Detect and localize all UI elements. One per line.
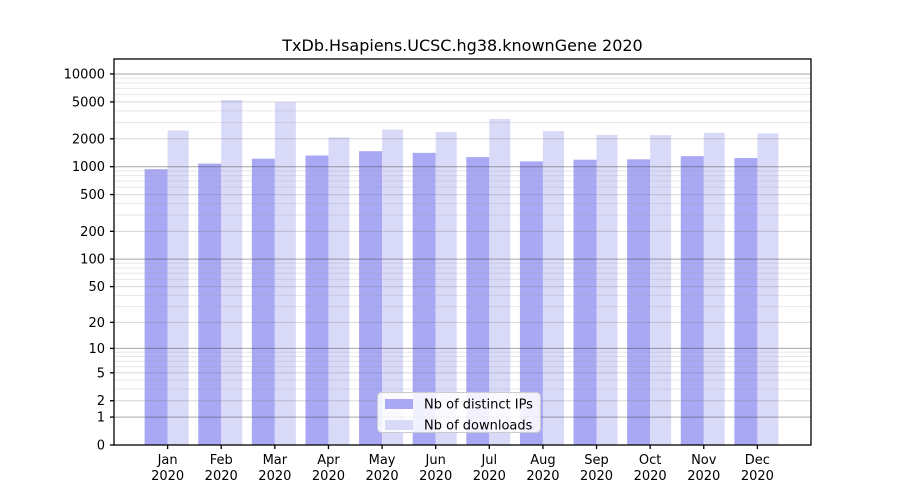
y-tick-label: 500 — [80, 188, 105, 203]
bar-distinct-ips-jul — [466, 157, 490, 445]
x-tick-label-month: Feb — [210, 453, 233, 468]
bar-downloads-may — [382, 129, 404, 446]
legend-swatch — [385, 399, 413, 409]
bar-downloads-dec — [757, 133, 779, 445]
legend-label: Nb of downloads — [424, 419, 533, 434]
bar-distinct-ips-nov — [680, 156, 704, 445]
y-tick-label: 5 — [97, 366, 105, 381]
x-tick-label-year: 2020 — [312, 469, 345, 484]
bar-downloads-jun — [435, 132, 457, 445]
x-tick-label-month: Sep — [584, 453, 609, 468]
bar-downloads-aug — [542, 131, 564, 446]
bar-distinct-ips-oct — [627, 159, 651, 446]
y-tick-label: 2000 — [72, 132, 105, 147]
legend: Nb of distinct IPs Nb of downloads — [377, 392, 541, 434]
bar-distinct-ips-jun — [412, 152, 436, 446]
x-tick-label-month: Dec — [745, 453, 770, 468]
y-tick-label: 50 — [88, 280, 105, 295]
bar-distinct-ips-sep — [573, 159, 597, 445]
bar-downloads-mar — [274, 102, 296, 446]
legend-swatch — [385, 420, 413, 430]
x-tick-label-year: 2020 — [151, 469, 184, 484]
x-tick-label-year: 2020 — [205, 469, 238, 484]
bar-distinct-ips-apr — [305, 155, 329, 446]
bar-downloads-jan — [167, 130, 189, 445]
x-tick-label-year: 2020 — [634, 469, 667, 484]
y-tick-label: 10000 — [64, 67, 105, 82]
bar-downloads-jul — [489, 118, 511, 445]
x-tick-label-month: Aug — [530, 453, 555, 468]
x-tick-label-year: 2020 — [258, 469, 291, 484]
x-tick-label-year: 2020 — [526, 469, 559, 484]
bar-distinct-ips-feb — [198, 163, 222, 445]
x-tick-label-year: 2020 — [580, 469, 613, 484]
bar-distinct-ips-jan — [144, 169, 168, 445]
x-tick-label-month: Jun — [425, 453, 446, 468]
y-tick-label: 100 — [80, 253, 105, 268]
x-tick-label-year: 2020 — [741, 469, 774, 484]
x-tick-label-month: Mar — [263, 453, 288, 468]
plot-frame — [113, 58, 812, 446]
chart-title: TxDb.Hsapiens.UCSC.hg38.knownGene 2020 — [282, 36, 643, 55]
x-tick-label-month: Jul — [480, 453, 497, 468]
legend-label: Nb of distinct IPs — [424, 398, 533, 413]
y-tick-label: 2 — [97, 394, 105, 409]
x-tick-label-month: May — [369, 453, 396, 468]
bar-downloads-apr — [328, 137, 350, 445]
y-tick-label: 1000 — [72, 160, 105, 175]
bars-layer — [144, 100, 779, 446]
x-tick-label-year: 2020 — [687, 469, 720, 484]
bar-distinct-ips-dec — [734, 158, 758, 446]
x-tick-label-year: 2020 — [366, 469, 399, 484]
x-tick-label-year: 2020 — [419, 469, 452, 484]
legend-box — [377, 392, 541, 433]
y-tick-label: 200 — [80, 225, 105, 240]
x-tick-label-month: Oct — [639, 453, 661, 468]
x-tick-label-month: Jan — [157, 453, 178, 468]
axes-layer: 012510205010020050010002000500010000Jan2… — [64, 58, 812, 484]
bar-downloads-sep — [596, 134, 618, 445]
bar-downloads-nov — [703, 132, 725, 446]
bar-downloads-feb — [221, 100, 243, 445]
bar-distinct-ips-aug — [519, 161, 543, 445]
bar-downloads-oct — [650, 135, 672, 446]
bar-distinct-ips-may — [359, 151, 383, 445]
gridlines-layer — [114, 73, 811, 418]
x-tick-label-month: Apr — [317, 453, 340, 468]
y-tick-label: 10 — [88, 342, 105, 357]
y-tick-label: 0 — [97, 439, 105, 454]
y-tick-label: 1 — [97, 411, 105, 426]
y-tick-label: 5000 — [72, 95, 105, 110]
bar-distinct-ips-mar — [251, 158, 275, 445]
x-tick-label-month: Nov — [691, 453, 717, 468]
y-tick-label: 20 — [88, 316, 105, 331]
x-tick-label-year: 2020 — [473, 469, 506, 484]
